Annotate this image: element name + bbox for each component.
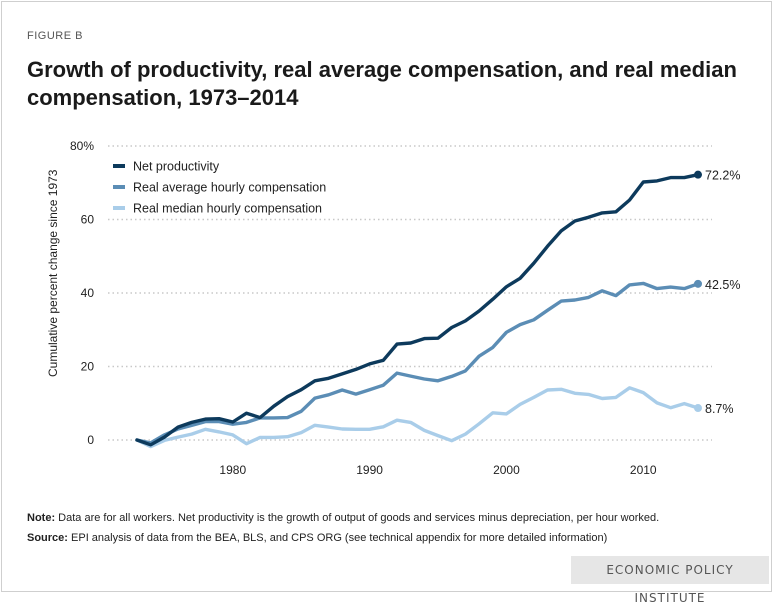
legend-label: Net productivity	[133, 160, 220, 174]
series-line	[135, 386, 700, 449]
x-tick-label: 2010	[630, 463, 657, 477]
series-line	[135, 172, 700, 447]
end-point-marker	[694, 404, 702, 413]
line-chart: 0 20 40 60 80% 1980 1990 2000 2010 8.7% 42.5% 72.2%…	[70, 139, 740, 477]
brand-logo: ECONOMIC POLICY INSTITUTE	[571, 556, 769, 605]
notes-block: Note: Data are for all workers. Net prod…	[27, 508, 757, 548]
figure-frame	[1, 1, 772, 592]
note-line: Note: Data are for all workers. Net prod…	[27, 508, 757, 528]
note-text: Data are for all workers. Net productivi…	[55, 512, 660, 524]
source-label: Source:	[27, 532, 68, 544]
y-tick-label: 60	[81, 213, 95, 227]
end-point-marker	[694, 170, 702, 179]
x-tick-label: 1990	[356, 463, 383, 477]
legend-label: Real average hourly compensation	[133, 181, 326, 195]
y-tick-label: 0	[87, 433, 94, 447]
y-tick-label: 20	[81, 360, 95, 374]
legend-label: Real median hourly compensation	[133, 202, 322, 216]
x-tick-label: 2000	[493, 463, 520, 477]
series-line	[135, 281, 700, 445]
y-tick-label: 80%	[70, 139, 94, 153]
chart-title: Growth of productivity, real average com…	[27, 57, 737, 110]
source-line: Source: EPI analysis of data from the BE…	[27, 528, 757, 548]
source-text: EPI analysis of data from the BEA, BLS, …	[67, 532, 608, 544]
x-tick-label: 1980	[219, 463, 246, 477]
figure-label: FIGURE B	[27, 30, 83, 42]
note-label: Note:	[27, 512, 56, 524]
end-value-label: 8.7%	[705, 402, 734, 416]
y-tick-label: 40	[81, 286, 95, 300]
end-value-label: 42.5%	[705, 278, 740, 292]
end-point-marker	[694, 279, 702, 288]
end-value-label: 72.2%	[705, 169, 740, 183]
